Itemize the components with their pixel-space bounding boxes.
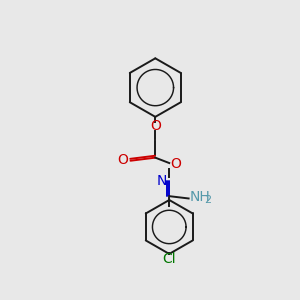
Text: NH: NH (190, 190, 211, 204)
Text: Cl: Cl (162, 252, 176, 266)
Text: O: O (117, 153, 128, 167)
Text: O: O (170, 157, 181, 171)
Text: O: O (150, 119, 161, 133)
Text: N: N (157, 174, 167, 188)
Text: 2: 2 (204, 195, 211, 205)
